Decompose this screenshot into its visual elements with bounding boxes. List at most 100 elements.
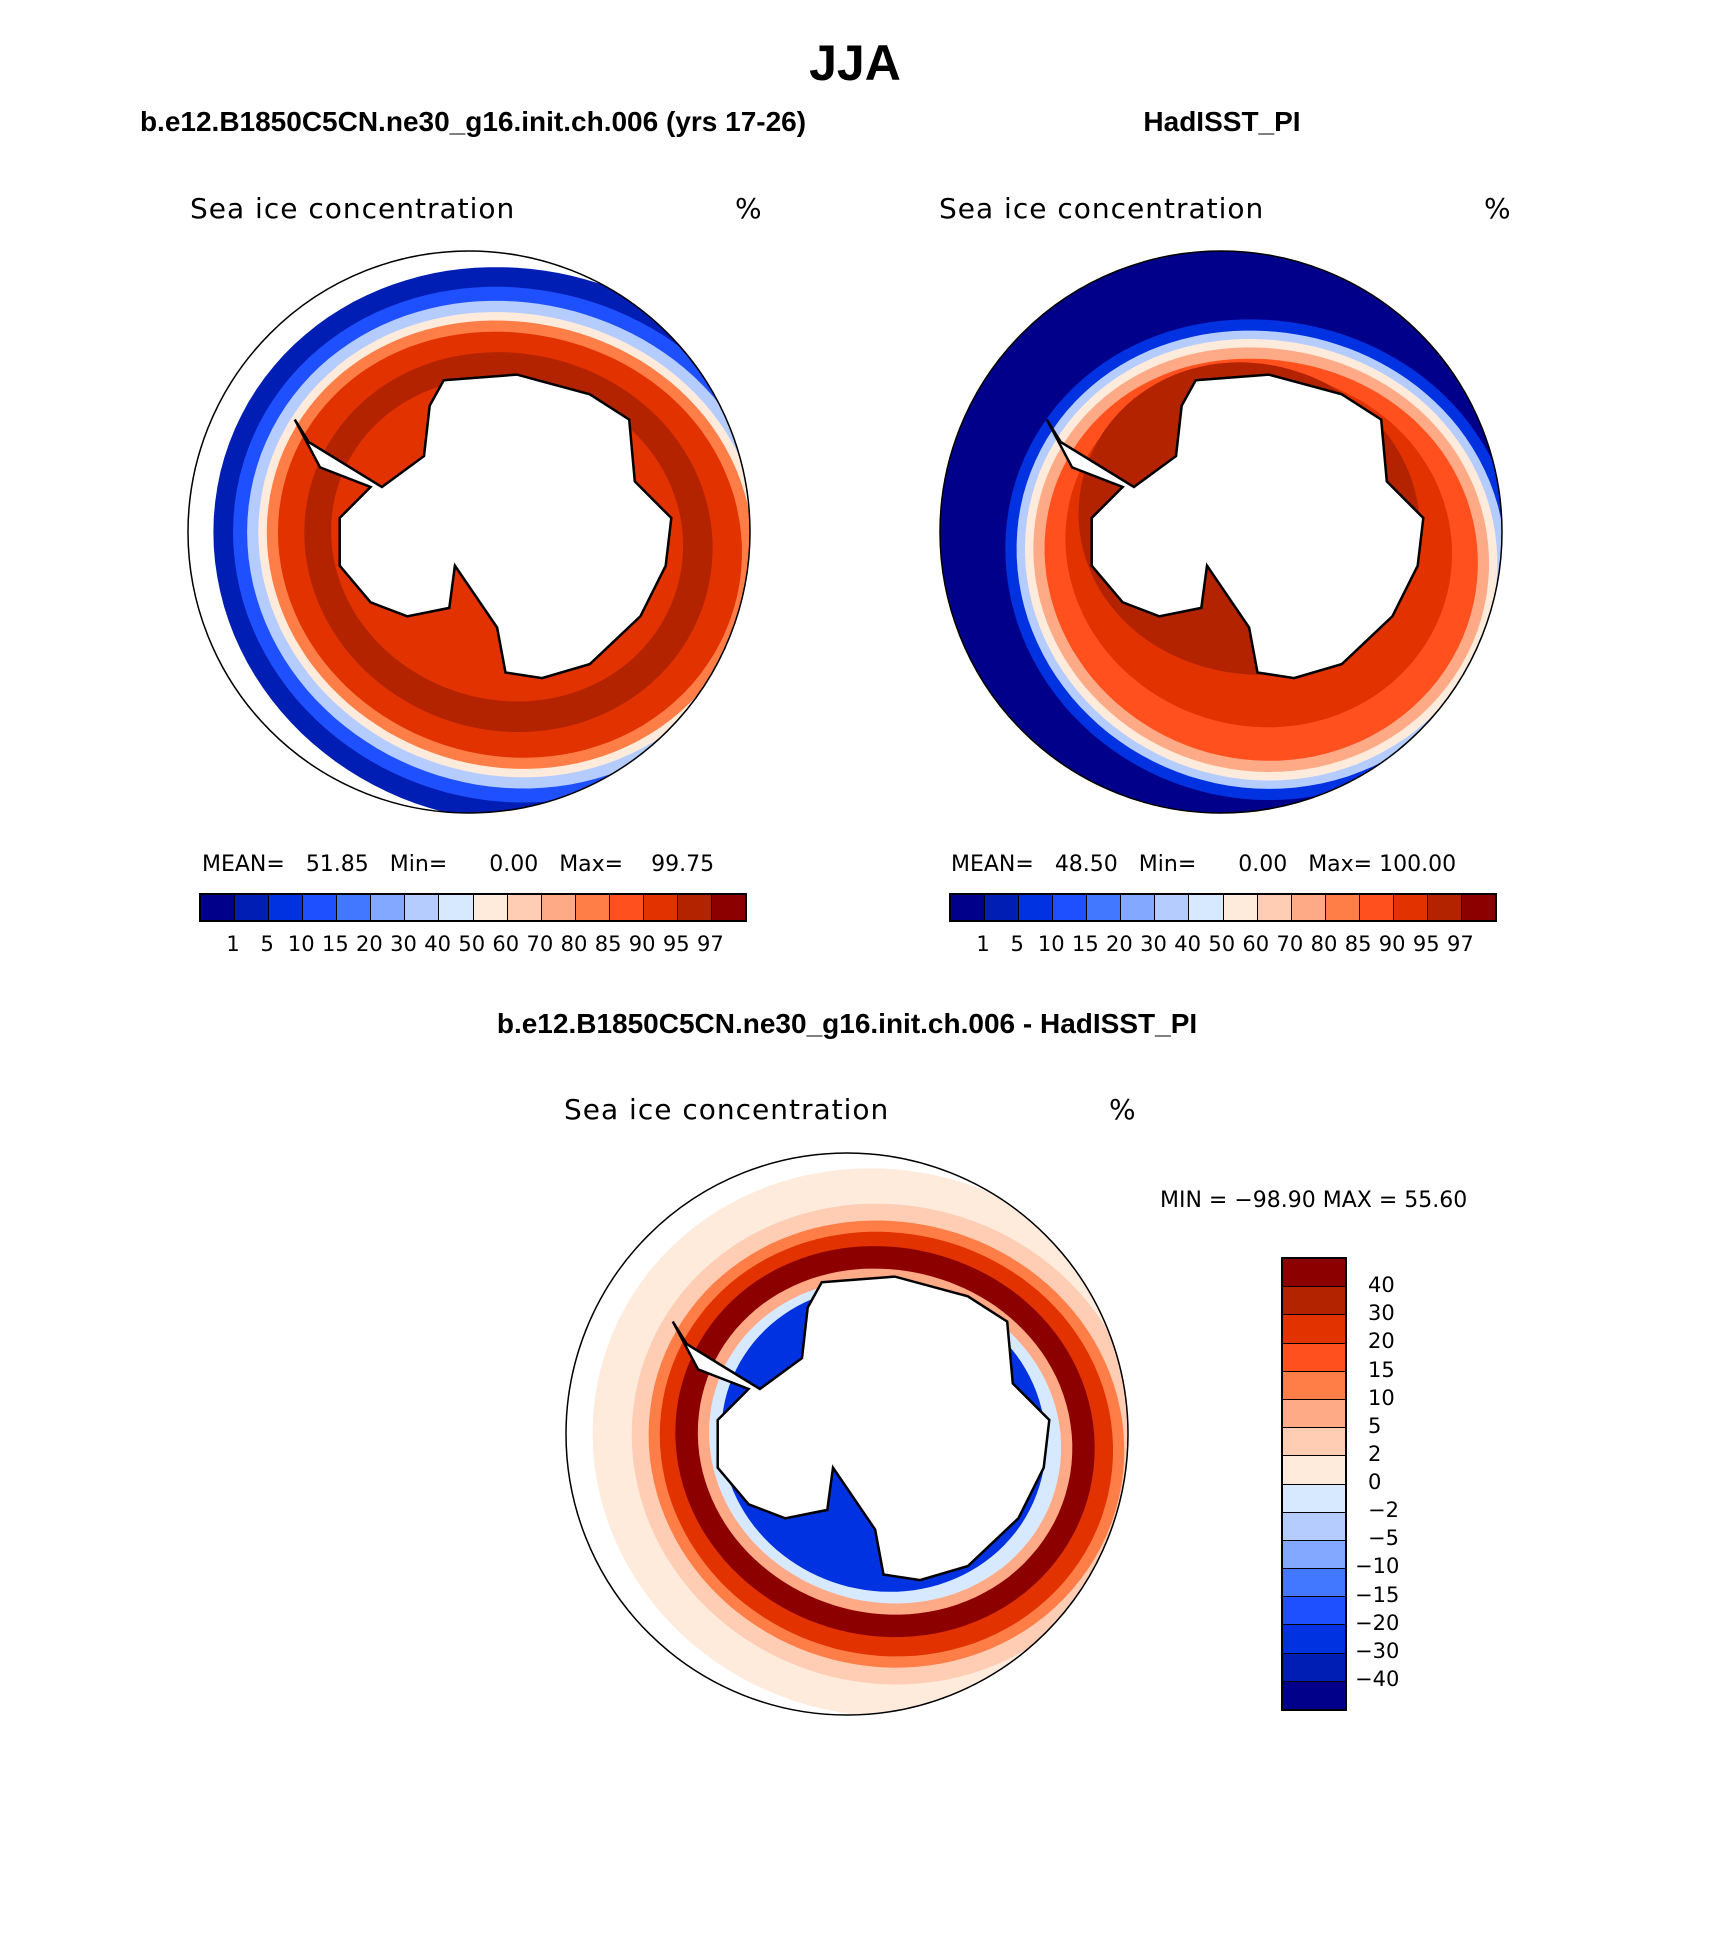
colorbar-box	[711, 895, 745, 920]
panel2-units: %	[1484, 192, 1512, 225]
panel3-subtitle: b.e12.B1850C5CN.ne30_g16.init.ch.006 - H…	[496, 1008, 1198, 1039]
colorbar-tick-label: 60	[1242, 932, 1270, 956]
colorbar-tick-label: 80	[1310, 932, 1338, 956]
min-label: Min=	[389, 852, 448, 877]
colorbar-box	[1283, 1540, 1345, 1570]
panel2-stats: MEAN= 48.50 Min= 0.00 Max= 100.00	[951, 852, 1456, 877]
colorbar-tick-label: 1	[226, 932, 240, 956]
colorbar-box	[609, 895, 644, 920]
colorbar-tick-label: 1	[976, 932, 990, 956]
colorbar-box	[337, 895, 372, 920]
panel3-field-label: Sea ice concentration	[564, 1093, 890, 1126]
colorbar-tick-label: 40	[1368, 1273, 1395, 1298]
colorbar-box	[985, 895, 1020, 920]
colorbar-tick-label: 15	[1368, 1357, 1395, 1382]
panel3-units: %	[1109, 1093, 1137, 1126]
colorbar-tick-label: −10	[1355, 1554, 1400, 1579]
colorbar-box	[1087, 895, 1122, 920]
colorbar-box	[1019, 895, 1054, 920]
colorbar-tick-label: 97	[696, 932, 724, 956]
colorbar-box	[1283, 1653, 1345, 1682]
max-label: Max=	[1308, 852, 1373, 877]
colorbar-box	[1393, 895, 1428, 920]
mean-label: MEAN=	[202, 852, 285, 877]
colorbar-tick-label: 10	[1368, 1385, 1395, 1410]
panel1-stats: MEAN= 51.85 Min= 0.00 Max= 99.75	[202, 852, 714, 877]
min-value: 0.00	[1238, 852, 1288, 877]
colorbar-box	[269, 895, 304, 920]
colorbar-box	[1283, 1597, 1345, 1626]
colorbar-box	[405, 895, 440, 920]
colorbar-box	[1359, 895, 1394, 920]
colorbar-box	[1427, 895, 1462, 920]
colorbar-box	[1283, 1428, 1345, 1457]
colorbar-tick-label: 2	[1368, 1441, 1382, 1466]
map-model	[187, 250, 751, 814]
colorbar-box	[951, 895, 986, 920]
colorbar-box	[1155, 895, 1190, 920]
min-label: Min=	[1138, 852, 1197, 877]
panel1-units: %	[735, 192, 763, 225]
map-diff	[565, 1152, 1129, 1716]
map-boundary	[939, 250, 1503, 814]
colorbar-tick-label: 90	[1378, 932, 1406, 956]
colorbar-box	[1283, 1456, 1345, 1485]
colorbar-box	[1283, 1625, 1345, 1654]
colorbar-box	[1283, 1681, 1345, 1709]
colorbar-box	[1461, 895, 1495, 920]
colorbar-tick-label: 0	[1368, 1470, 1382, 1494]
colorbar-box	[201, 895, 236, 920]
colorbar-tick-label: 20	[356, 932, 383, 956]
colorbar-tick-label: 95	[1412, 932, 1440, 956]
panel1-colorbar	[199, 893, 747, 922]
colorbar-tick-label: 5	[260, 932, 274, 956]
mean-value: 48.50	[1054, 852, 1118, 877]
colorbar-box	[1283, 1399, 1345, 1429]
colorbar-tick-label: 20	[1368, 1329, 1395, 1354]
panel2-field-label: Sea ice concentration	[939, 192, 1265, 225]
colorbar-box	[1283, 1343, 1345, 1372]
panel1-subtitle: b.e12.B1850C5CN.ne30_g16.init.ch.006 (yr…	[139, 106, 807, 137]
colorbar-box	[643, 895, 678, 920]
antarctica-coastline	[1045, 373, 1425, 680]
colorbar-tick-label: 15	[321, 932, 349, 956]
colorbar-tick-label: 80	[560, 932, 588, 956]
panel2-colorbar	[949, 893, 1497, 922]
max-value: 100.00	[1379, 852, 1457, 877]
colorbar-box	[1189, 895, 1224, 920]
max-label: Max=	[559, 852, 624, 877]
colorbar-box	[575, 895, 610, 920]
colorbar-tick-label: 50	[458, 932, 486, 956]
colorbar-box	[541, 895, 576, 920]
min-value: 0.00	[489, 852, 539, 877]
colorbar-tick-label: 85	[1344, 932, 1372, 956]
map-obs	[939, 250, 1503, 814]
colorbar-tick-label: 5	[1368, 1413, 1382, 1438]
map-boundary	[565, 1152, 1129, 1716]
colorbar-box	[371, 895, 406, 920]
colorbar-box	[1283, 1259, 1345, 1288]
mean-label: MEAN=	[951, 852, 1034, 877]
colorbar-box	[1325, 895, 1360, 920]
colorbar-tick-label: 95	[662, 932, 690, 956]
colorbar-tick-label: −40	[1355, 1666, 1400, 1691]
colorbar-tick-label: 50	[1208, 932, 1236, 956]
colorbar-tick-label: 70	[1276, 932, 1304, 956]
antarctica-coastline	[671, 1275, 1051, 1582]
colorbar-box	[1223, 895, 1258, 920]
map-boundary	[187, 250, 751, 814]
colorbar-box	[1283, 1371, 1345, 1400]
colorbar-tick-label: −5	[1368, 1526, 1399, 1551]
colorbar-tick-label: 10	[1037, 932, 1065, 956]
colorbar-tick-label: −2	[1368, 1498, 1399, 1523]
panel1-colorbar-labels: 1 5 10 15 20 30 40 50 60 70 80 85 90 95 97	[216, 932, 727, 956]
colorbar-tick-label: −15	[1355, 1582, 1400, 1607]
panel1-field-label: Sea ice concentration	[190, 192, 516, 225]
colorbar-tick-label: −30	[1355, 1638, 1400, 1663]
panel3-minmax: MIN = −98.90 MAX = 55.60	[1160, 1188, 1468, 1213]
colorbar-box	[1121, 895, 1156, 920]
colorbar-tick-label: 30	[1140, 932, 1167, 956]
colorbar-tick-label: 60	[492, 932, 520, 956]
colorbar-box	[677, 895, 712, 920]
